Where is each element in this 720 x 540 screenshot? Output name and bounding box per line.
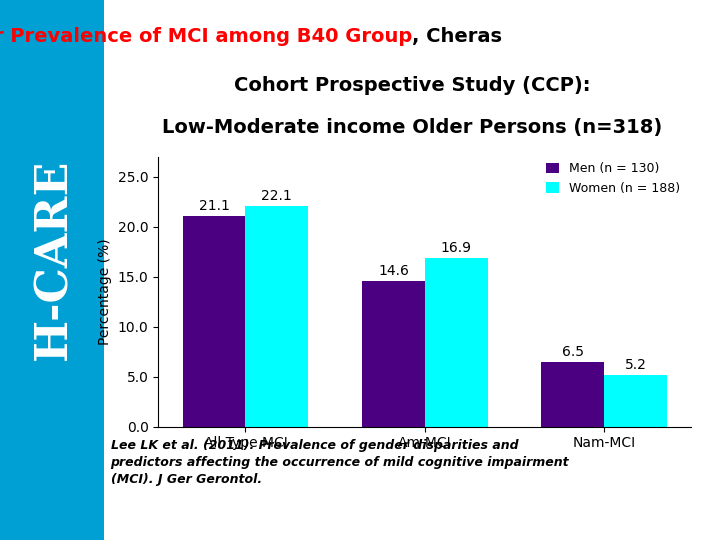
Text: 21.1: 21.1 [199, 199, 230, 213]
Text: 14.6: 14.6 [378, 264, 409, 278]
Bar [362, 281, 425, 427]
Text: Low-Moderate income Older Persons (n=318): Low-Moderate income Older Persons (n=318… [162, 118, 662, 137]
Text: 22.1: 22.1 [261, 188, 292, 202]
Bar [183, 215, 246, 427]
Text: , Cheras: , Cheras [412, 27, 503, 46]
Y-axis label: Percentage (%): Percentage (%) [99, 238, 112, 345]
Text: Lee LK et al. (2011). Prevalence of gender disparities and
predictors affecting : Lee LK et al. (2011). Prevalence of gend… [111, 440, 570, 487]
Bar [604, 375, 667, 427]
Text: Cohort Prospective Study (CCP):: Cohort Prospective Study (CCP): [234, 76, 590, 94]
Text: Higher Prevalence of MCI among B40 Group: Higher Prevalence of MCI among B40 Group [0, 27, 412, 46]
Text: 16.9: 16.9 [441, 241, 472, 254]
Text: H-CARE: H-CARE [33, 159, 76, 360]
Text: 5.2: 5.2 [625, 357, 647, 372]
Text: 6.5: 6.5 [562, 345, 584, 359]
Bar [246, 206, 308, 427]
Bar [425, 258, 487, 427]
Legend: Men (n = 130), Women (n = 188): Men (n = 130), Women (n = 188) [541, 158, 685, 200]
Bar [541, 362, 604, 427]
